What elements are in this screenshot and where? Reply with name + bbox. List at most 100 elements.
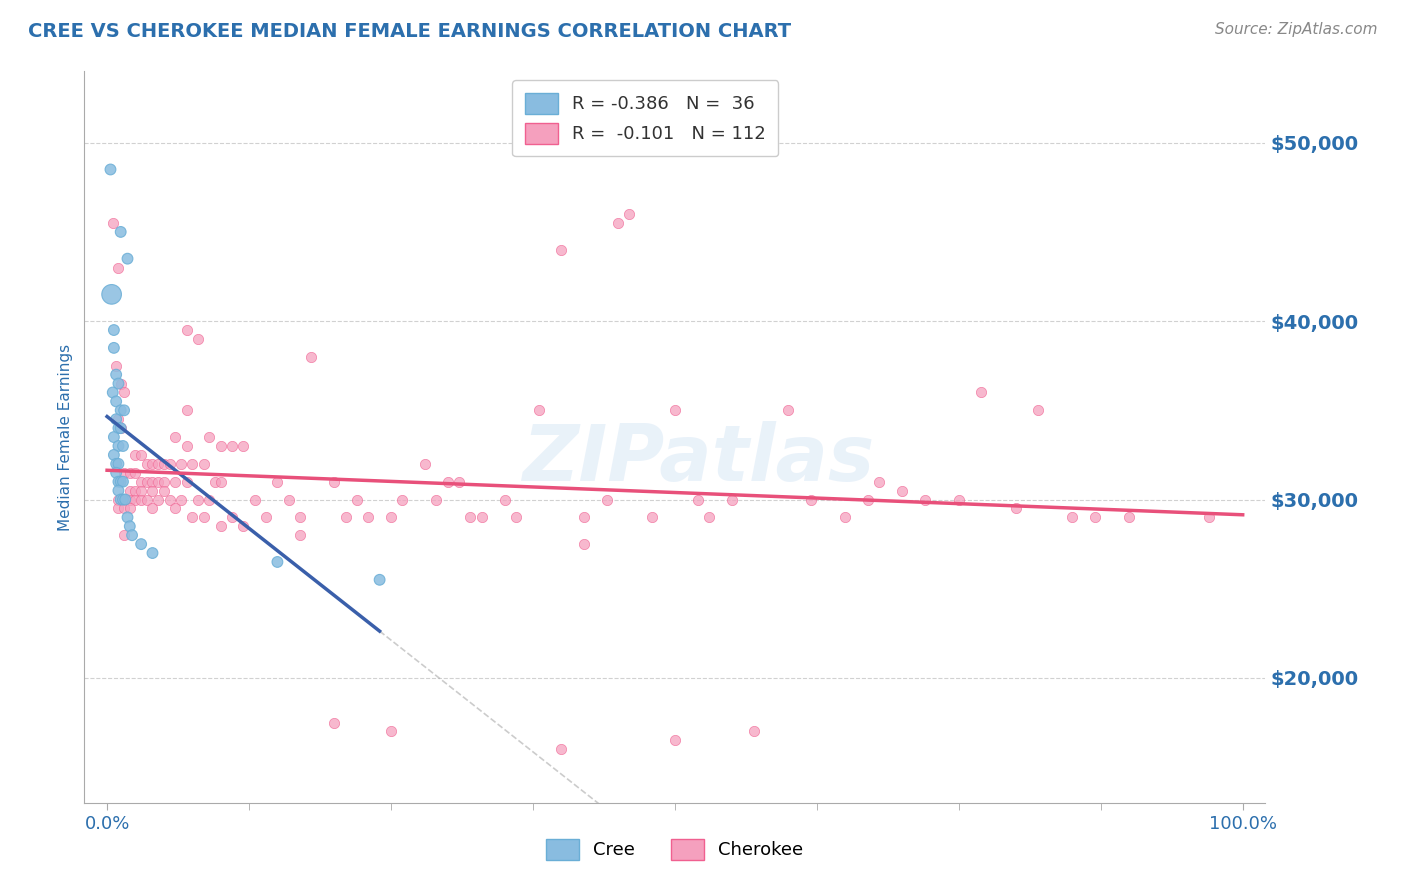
Point	[135, 492, 157, 507]
Point	[1198, 510, 1220, 524]
Point	[159, 457, 181, 471]
Text: Source: ZipAtlas.com: Source: ZipAtlas.com	[1215, 22, 1378, 37]
Point	[391, 492, 413, 507]
Point	[471, 510, 494, 524]
Point	[176, 323, 198, 337]
Point	[100, 287, 122, 301]
Point	[103, 341, 125, 355]
Point	[110, 421, 132, 435]
Point	[527, 403, 550, 417]
Point	[221, 510, 243, 524]
Text: CREE VS CHEROKEE MEDIAN FEMALE EARNINGS CORRELATION CHART: CREE VS CHEROKEE MEDIAN FEMALE EARNINGS …	[28, 22, 792, 41]
Point	[153, 475, 176, 489]
Point	[1084, 510, 1107, 524]
Point	[550, 243, 572, 257]
Point	[868, 475, 890, 489]
Point	[800, 492, 823, 507]
Point	[254, 510, 277, 524]
Point	[641, 510, 664, 524]
Point	[103, 448, 125, 462]
Point	[266, 555, 288, 569]
Point	[494, 492, 516, 507]
Point	[232, 519, 254, 533]
Point	[124, 448, 146, 462]
Point	[165, 475, 187, 489]
Point	[112, 403, 135, 417]
Point	[103, 323, 125, 337]
Point	[856, 492, 879, 507]
Point	[187, 332, 209, 346]
Point	[105, 457, 128, 471]
Point	[107, 457, 129, 471]
Point	[176, 439, 198, 453]
Point	[107, 439, 129, 453]
Point	[619, 207, 641, 221]
Point	[107, 421, 129, 435]
Point	[778, 403, 800, 417]
Point	[198, 492, 221, 507]
Point	[368, 573, 391, 587]
Point	[1118, 510, 1140, 524]
Point	[596, 492, 619, 507]
Point	[112, 492, 135, 507]
Point	[664, 733, 686, 747]
Point	[380, 510, 402, 524]
Point	[970, 385, 993, 400]
Point	[107, 475, 129, 489]
Point	[170, 492, 193, 507]
Point	[170, 457, 193, 471]
Point	[335, 510, 357, 524]
Point	[129, 483, 152, 498]
Point	[110, 376, 132, 391]
Point	[124, 466, 146, 480]
Point	[572, 537, 595, 551]
Point	[288, 510, 311, 524]
Point	[117, 510, 139, 524]
Point	[124, 492, 146, 507]
Point	[948, 492, 970, 507]
Point	[165, 430, 187, 444]
Point	[107, 412, 129, 426]
Point	[105, 412, 128, 426]
Point	[148, 457, 170, 471]
Point	[118, 519, 141, 533]
Point	[112, 466, 135, 480]
Point	[277, 492, 299, 507]
Point	[232, 439, 254, 453]
Point	[141, 475, 163, 489]
Point	[153, 483, 176, 498]
Point	[107, 492, 129, 507]
Point	[720, 492, 742, 507]
Point	[141, 483, 163, 498]
Point	[141, 501, 163, 516]
Point	[110, 225, 132, 239]
Point	[697, 510, 720, 524]
Point	[103, 430, 125, 444]
Point	[288, 528, 311, 542]
Point	[105, 359, 128, 373]
Point	[110, 421, 132, 435]
Point	[101, 216, 124, 230]
Point	[118, 483, 141, 498]
Point	[209, 439, 232, 453]
Point	[1062, 510, 1084, 524]
Point	[110, 403, 132, 417]
Point	[165, 501, 187, 516]
Point	[1026, 403, 1049, 417]
Point	[112, 501, 135, 516]
Point	[607, 216, 630, 230]
Point	[176, 475, 198, 489]
Point	[111, 492, 134, 507]
Point	[1004, 501, 1026, 516]
Point	[153, 457, 176, 471]
Point	[105, 394, 128, 409]
Point	[460, 510, 482, 524]
Point	[243, 492, 266, 507]
Point	[914, 492, 936, 507]
Point	[107, 501, 129, 516]
Point	[129, 537, 152, 551]
Point	[346, 492, 368, 507]
Y-axis label: Median Female Earnings: Median Female Earnings	[58, 343, 73, 531]
Point	[111, 439, 134, 453]
Point	[118, 501, 141, 516]
